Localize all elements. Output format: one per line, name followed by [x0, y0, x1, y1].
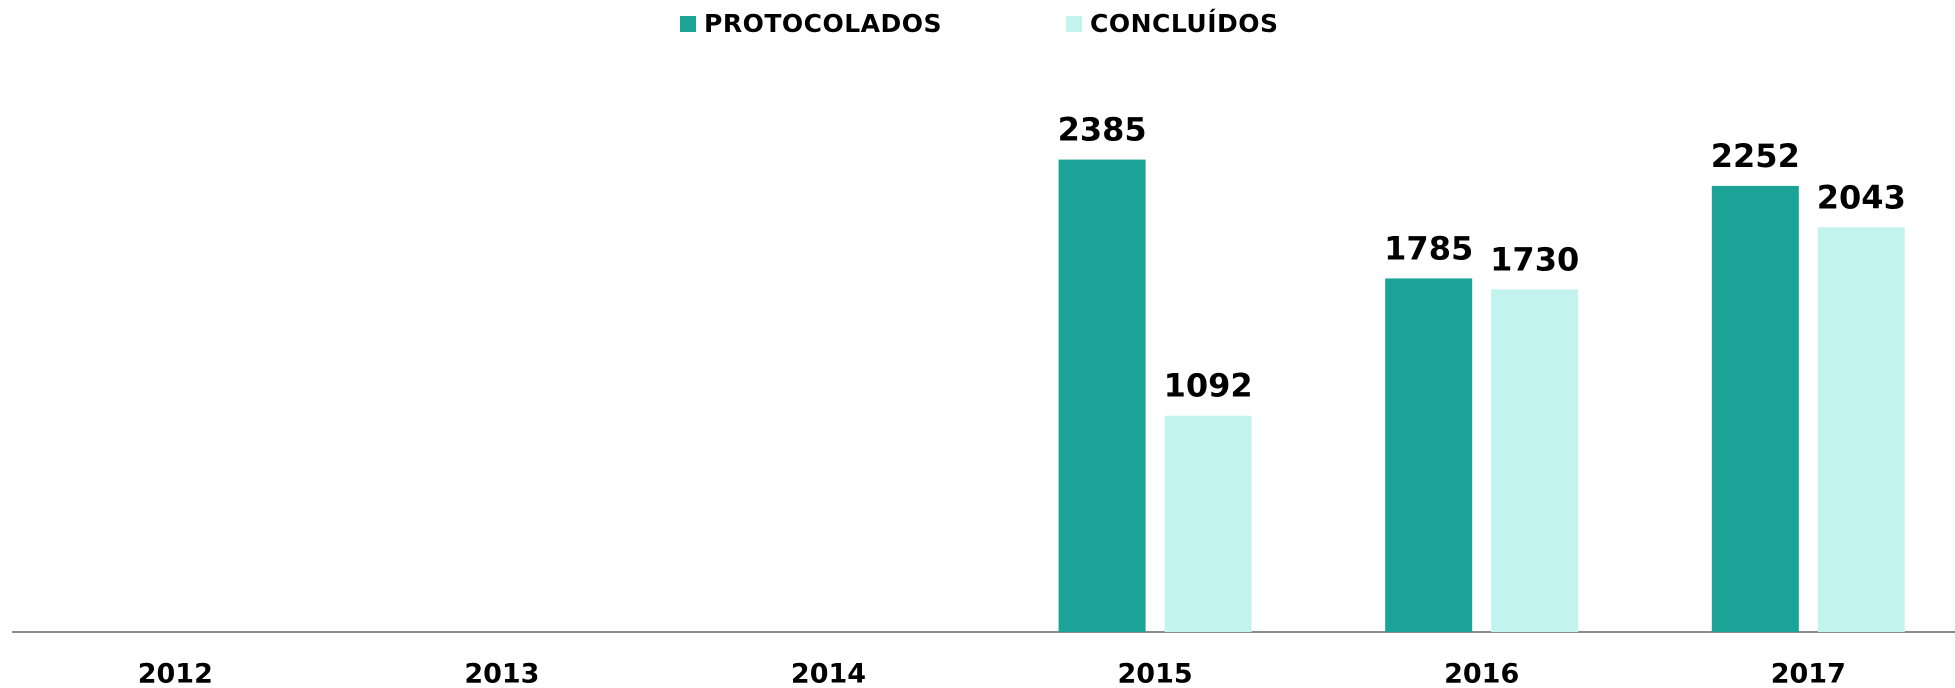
bar — [1385, 278, 1473, 632]
x-tick-label: 2012 — [138, 659, 213, 688]
x-tick-label: 2017 — [1771, 659, 1846, 688]
value-label: 2385 — [1058, 111, 1147, 149]
bar — [1164, 415, 1252, 632]
x-tick-label: 2013 — [464, 659, 539, 688]
value-label: 2043 — [1817, 178, 1906, 216]
x-tick-label: 2016 — [1444, 659, 1519, 688]
bar — [1491, 289, 1579, 632]
value-label: 1730 — [1490, 240, 1579, 278]
legend-label: PROTOCOLADOS — [704, 9, 942, 38]
legend-swatch — [680, 16, 696, 32]
bar — [1711, 185, 1799, 632]
bar — [1817, 227, 1905, 632]
legend-label: CONCLUÍDOS — [1090, 9, 1279, 38]
legend-swatch — [1066, 16, 1082, 32]
x-tick-label: 2014 — [791, 659, 866, 688]
value-label: 2252 — [1711, 137, 1800, 175]
value-label: 1092 — [1164, 367, 1253, 405]
bar — [1058, 159, 1146, 632]
x-tick-label: 2015 — [1118, 659, 1193, 688]
value-label: 1785 — [1384, 229, 1473, 267]
